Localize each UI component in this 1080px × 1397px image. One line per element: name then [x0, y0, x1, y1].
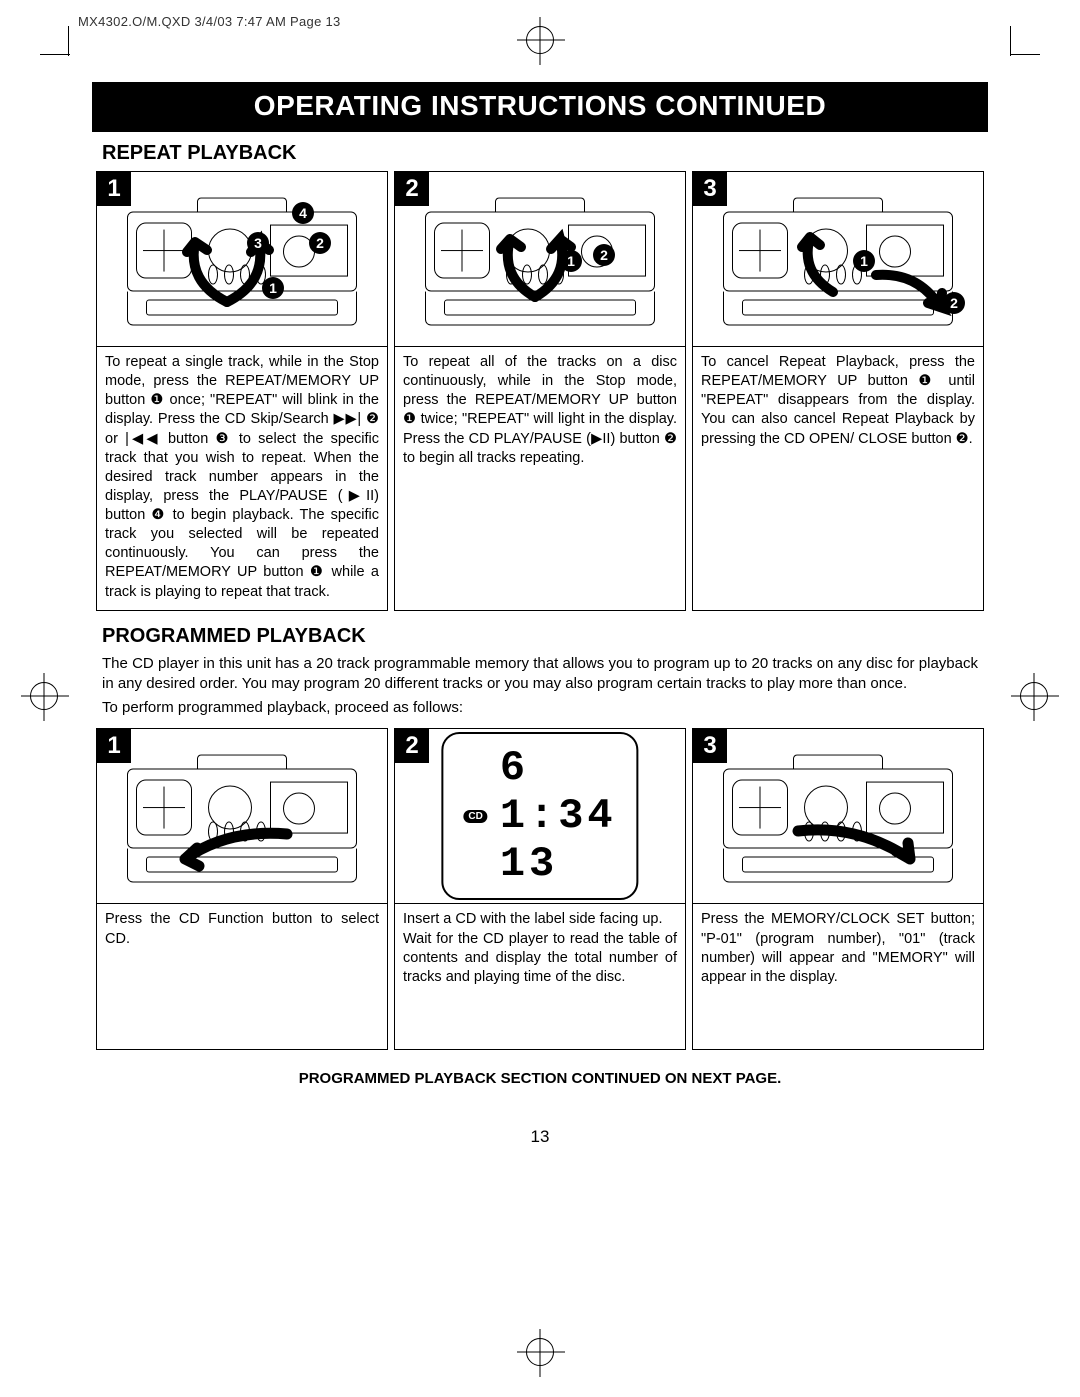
repeat-step-2: 2 1 2 To repeat all of the tracks on a d… — [394, 171, 686, 611]
step-text: Insert a CD with the label side facing u… — [395, 904, 685, 1049]
callout-2: 2 — [593, 244, 615, 266]
step-badge: 2 — [395, 172, 429, 206]
continued-note: PROGRAMMED PLAYBACK SECTION CONTINUED ON… — [92, 1070, 988, 1087]
diagram-prog-2-lcd: 2 CD 6 1:34 13 — [395, 729, 685, 904]
page-title: OPERATING INSTRUCTIONS CONTINUED — [92, 82, 988, 132]
step-badge: 1 — [97, 172, 131, 206]
crop-mark — [68, 26, 69, 56]
section-title-programmed: PROGRAMMED PLAYBACK — [102, 625, 988, 648]
page-number: 13 — [92, 1127, 988, 1147]
crop-mark — [1010, 26, 1011, 56]
programmed-intro-2: To perform programmed playback, proceed … — [102, 698, 978, 718]
callout-1: 1 — [560, 250, 582, 272]
prog-step-3: 3 Press the MEMORY/CLOCK SET button; "P-… — [692, 728, 984, 1050]
callout-1: 3 — [247, 232, 269, 254]
crop-mark — [1010, 54, 1040, 55]
registration-mark-right — [1020, 682, 1048, 710]
repeat-step-1: 1 3 2 4 1 To repeat a singl — [96, 171, 388, 611]
callout-2: 2 — [309, 232, 331, 254]
diagram-repeat-1: 1 3 2 4 1 — [97, 172, 387, 347]
lcd-display: CD 6 1:34 13 — [441, 732, 638, 900]
programmed-intro-1: The CD player in this unit has a 20 trac… — [102, 654, 978, 695]
arrow-icon — [868, 267, 953, 327]
diagram-prog-3: 3 — [693, 729, 983, 904]
callout-2: 2 — [943, 292, 965, 314]
step-text: Press the CD Function button to select C… — [97, 904, 387, 1049]
step-badge: 3 — [693, 172, 727, 206]
prog-step-1: 1 Press the CD Function button to select… — [96, 728, 388, 1050]
arrow-icon — [167, 222, 287, 322]
diagram-repeat-3: 3 1 2 — [693, 172, 983, 347]
step-text: To cancel Repeat Playback, press the REP… — [693, 347, 983, 457]
repeat-step-3: 3 1 2 To cancel Repeat Pl — [692, 171, 984, 611]
registration-mark-bottom — [526, 1338, 554, 1366]
section-title-repeat: REPEAT PLAYBACK — [102, 142, 988, 165]
crop-mark — [40, 54, 70, 55]
lcd-cd-indicator: CD — [463, 810, 487, 823]
step-badge: 3 — [693, 729, 727, 763]
callout-1: 1 — [853, 250, 875, 272]
registration-mark-left — [30, 682, 58, 710]
arrow-icon — [167, 824, 297, 879]
lcd-readout: 6 1:34 13 — [500, 744, 617, 888]
diagram-prog-1: 1 — [97, 729, 387, 904]
prog-step-2: 2 CD 6 1:34 13 Insert a CD with the labe… — [394, 728, 686, 1050]
step-text: To repeat all of the tracks on a disc co… — [395, 347, 685, 476]
programmed-playback-row: 1 Press the CD Function button to select… — [96, 728, 984, 1050]
step-badge: 1 — [97, 729, 131, 763]
repeat-playback-row: 1 3 2 4 1 To repeat a singl — [96, 171, 984, 611]
diagram-repeat-2: 2 1 2 — [395, 172, 685, 347]
registration-mark-top — [526, 26, 554, 54]
step-badge: 2 — [395, 729, 429, 763]
step-text: To repeat a single track, while in the S… — [97, 347, 387, 610]
callout-3: 1 — [262, 277, 284, 299]
step-text: Press the MEMORY/CLOCK SET button; "P-01… — [693, 904, 983, 1049]
callout-4: 4 — [292, 202, 314, 224]
arrow-icon — [788, 819, 928, 879]
page-content: OPERATING INSTRUCTIONS CONTINUED REPEAT … — [92, 82, 988, 1147]
document-meta-header: MX4302.O/M.QXD 3/4/03 7:47 AM Page 13 — [78, 14, 341, 29]
